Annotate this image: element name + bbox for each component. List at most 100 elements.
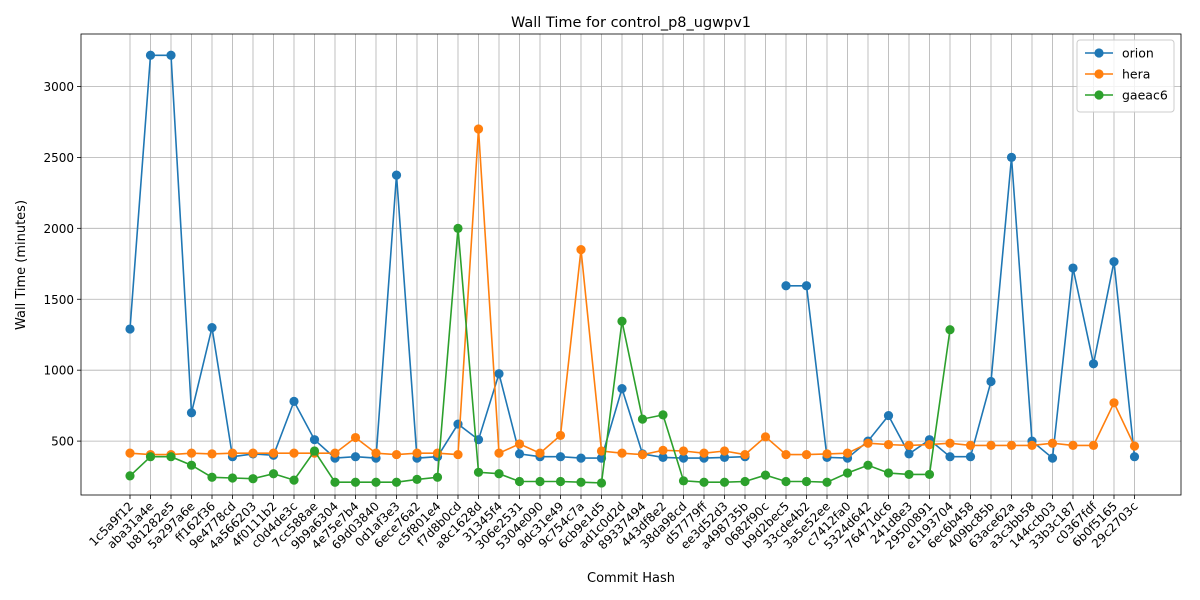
- y-tick-label: 1000: [43, 364, 74, 378]
- y-tick-label: 3000: [43, 80, 74, 94]
- y-tick-label: 500: [51, 435, 74, 449]
- series-line-orion: [786, 157, 1136, 460]
- data-point-orion: [904, 449, 914, 459]
- data-point-hera: [432, 448, 443, 458]
- data-point-hera: [412, 448, 422, 458]
- data-point-hera: [883, 440, 894, 450]
- data-point-gaeac6: [678, 476, 689, 486]
- data-point-orion: [883, 410, 894, 421]
- data-point-gaeac6: [740, 476, 750, 487]
- data-point-hera: [617, 448, 627, 458]
- data-point-hera: [1027, 440, 1037, 450]
- data-point-gaeac6: [719, 477, 730, 487]
- data-point-hera: [227, 448, 238, 458]
- data-point-hera: [494, 448, 504, 458]
- data-point-hera: [125, 448, 135, 458]
- data-point-hera: [391, 449, 402, 460]
- data-point-hera: [268, 448, 279, 458]
- data-point-orion: [678, 453, 689, 463]
- data-point-hera: [904, 440, 914, 450]
- legend-item-orion: orion: [1085, 46, 1154, 61]
- data-point-gaeac6: [227, 473, 238, 483]
- y-tick-label: 1500: [43, 293, 74, 307]
- data-point-gaeac6: [699, 477, 709, 487]
- legend-marker: [1094, 69, 1104, 79]
- data-point-hera: [248, 448, 258, 458]
- legend: orion hera gaeac6: [1076, 39, 1175, 113]
- data-point-gaeac6: [412, 474, 422, 484]
- data-point-hera: [1068, 440, 1078, 450]
- data-point-hera: [371, 448, 381, 458]
- y-axis-label: Wall Time (minutes): [14, 200, 29, 330]
- data-point-orion: [1129, 452, 1140, 462]
- data-point-gaeac6: [371, 477, 381, 487]
- data-point-gaeac6: [207, 472, 217, 482]
- y-axis: 500 1000 1500 2000 2500 3000: [43, 80, 81, 449]
- legend-marker: [1094, 48, 1104, 58]
- data-point-hera: [760, 432, 771, 442]
- data-point-hera: [945, 438, 955, 448]
- data-point-hera: [289, 448, 299, 458]
- data-point-orion: [289, 396, 299, 406]
- data-point-hera: [924, 440, 935, 450]
- data-point-gaeac6: [248, 474, 258, 484]
- data-point-hera: [1088, 440, 1099, 450]
- legend-item-gaeac6: gaeac6: [1085, 88, 1168, 103]
- data-point-gaeac6: [658, 410, 668, 420]
- data-point-hera: [207, 449, 217, 459]
- data-point-gaeac6: [617, 316, 627, 326]
- data-point-gaeac6: [924, 469, 935, 480]
- data-point-gaeac6: [904, 469, 914, 480]
- data-point-orion: [1088, 359, 1099, 369]
- data-point-orion: [145, 50, 156, 60]
- data-point-gaeac6: [289, 475, 299, 485]
- data-point-gaeac6: [801, 476, 812, 487]
- data-point-gaeac6: [494, 469, 504, 479]
- data-point-hera: [965, 440, 976, 450]
- data-point-hera: [822, 449, 832, 459]
- data-point-hera: [1047, 438, 1058, 448]
- data-point-orion: [494, 369, 504, 379]
- data-point-gaeac6: [863, 460, 873, 470]
- data-point-hera: [1006, 440, 1017, 450]
- data-point-orion: [658, 452, 668, 463]
- data-point-gaeac6: [186, 460, 197, 470]
- data-point-hera: [842, 448, 853, 458]
- data-point-orion: [781, 281, 791, 291]
- data-point-gaeac6: [883, 468, 894, 478]
- data-point-hera: [514, 439, 525, 449]
- data-point-orion: [186, 408, 197, 418]
- data-point-hera: [637, 449, 648, 460]
- data-point-gaeac6: [166, 452, 176, 462]
- data-point-orion: [576, 453, 586, 463]
- data-point-orion: [1047, 453, 1058, 463]
- chart-title: Wall Time for control_p8_ugwpv1: [511, 15, 751, 31]
- series-orion: [125, 50, 1140, 463]
- y-tick-label: 2500: [43, 151, 74, 165]
- data-point-hera: [781, 449, 791, 460]
- data-point-gaeac6: [760, 470, 771, 480]
- data-point-gaeac6: [945, 325, 955, 335]
- data-point-hera: [596, 446, 607, 456]
- data-point-gaeac6: [781, 476, 791, 487]
- data-point-hera: [863, 438, 873, 448]
- data-point-gaeac6: [637, 414, 648, 424]
- data-point-orion: [453, 419, 463, 429]
- data-point-orion: [309, 435, 320, 445]
- data-point-hera: [678, 446, 689, 456]
- data-point-hera: [1109, 398, 1119, 408]
- data-point-hera: [473, 124, 484, 134]
- data-point-orion: [391, 170, 402, 180]
- data-point-orion: [986, 376, 996, 387]
- legend-label: hera: [1122, 67, 1150, 82]
- data-point-hera: [330, 448, 340, 458]
- data-point-hera: [186, 448, 197, 458]
- data-point-hera: [740, 449, 750, 460]
- data-point-gaeac6: [432, 472, 443, 482]
- grid: [81, 34, 1181, 495]
- data-point-orion: [965, 452, 976, 462]
- data-point-hera: [453, 449, 463, 460]
- data-point-orion: [555, 452, 566, 462]
- data-point-gaeac6: [391, 477, 402, 487]
